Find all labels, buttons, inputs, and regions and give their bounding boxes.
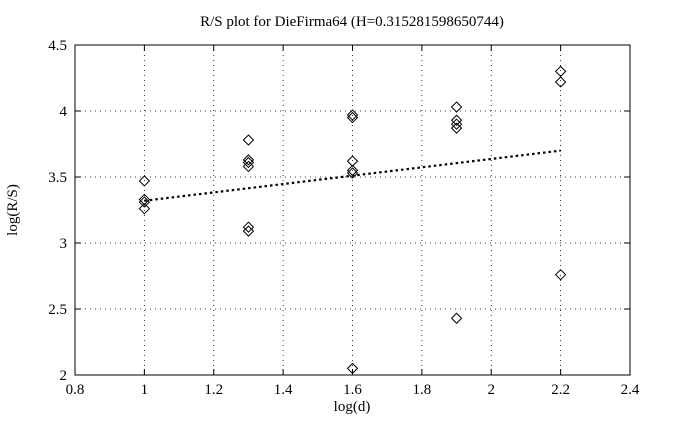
data-point-diamond	[450, 118, 463, 130]
x-tick-label: 1	[141, 382, 149, 398]
y-tick-label: 4	[60, 104, 68, 120]
x-tick-label: 0.8	[66, 382, 85, 398]
data-point-diamond	[346, 155, 359, 167]
data-point-diamond	[138, 196, 151, 208]
data-point-diamond	[554, 76, 567, 88]
y-tick-label: 2	[60, 368, 68, 384]
x-tick-label: 1.4	[274, 382, 293, 398]
data-point-diamond	[242, 160, 255, 173]
data-point-diamond	[242, 154, 255, 166]
data-point-diamond	[450, 114, 463, 126]
x-tick-label: 1.6	[343, 382, 362, 398]
data-point-diamond	[346, 164, 359, 177]
x-axis-label: log(d)	[334, 399, 371, 415]
y-tick-label: 4.5	[48, 38, 67, 54]
data-point-diamond	[138, 175, 151, 187]
x-tick-label: 2	[488, 382, 496, 398]
data-point-diamond	[346, 111, 359, 124]
y-tick-label: 3.5	[48, 170, 67, 186]
x-tick-label: 2.2	[551, 382, 570, 398]
plot-area: 0.8 1 1.2 1.4 1.6 1.8 2 2.2 2.4 2 2.5 3 3.5 4 4.5	[48, 38, 640, 398]
data-point-diamond	[242, 221, 255, 233]
x-tick-label: 1.8	[413, 382, 432, 398]
y-tick-label: 3	[60, 236, 68, 252]
y-tick-label: 2.5	[48, 302, 67, 318]
data-point-diamond	[554, 268, 567, 281]
data-point-diamond	[242, 225, 255, 237]
x-tick-label: 1.2	[204, 382, 223, 398]
data-point-diamond	[138, 193, 151, 206]
data-point-diamond	[554, 65, 567, 78]
data-point-diamond	[450, 312, 463, 324]
data-point-diamond	[346, 362, 359, 375]
data-point-diamond	[450, 122, 463, 134]
chart-title: R/S plot for DieFirma64 (H=0.31528159865…	[200, 14, 504, 30]
data-point-diamond	[346, 167, 359, 179]
data-point-diamond	[138, 202, 151, 215]
data-point-diamond	[450, 101, 463, 113]
y-axis-label: log(R/S)	[5, 184, 21, 236]
data-point-diamond	[346, 109, 359, 121]
data-point-diamond	[242, 134, 255, 146]
data-point-diamond	[242, 156, 255, 169]
x-tick-label: 2.4	[621, 382, 640, 398]
